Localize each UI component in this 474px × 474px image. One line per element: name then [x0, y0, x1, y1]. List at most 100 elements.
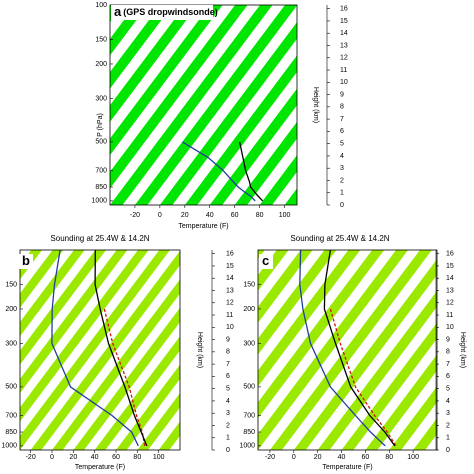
- y2-tick-label: 10: [226, 324, 234, 331]
- y-tick-label: 300: [95, 95, 107, 102]
- isotherm-stripe: [110, 5, 198, 122]
- y-tick-label: 150: [243, 281, 255, 288]
- y2-tick-label: 3: [446, 410, 450, 417]
- y2-tick-label: 10: [340, 79, 348, 86]
- y2-tick-label: 1: [446, 435, 450, 442]
- isotherm-stripe: [52, 279, 180, 450]
- y2-tick-label: 14: [340, 30, 348, 37]
- y2-tick-label: 0: [340, 202, 344, 209]
- isotherm-stripe: [110, 5, 248, 189]
- plot-area: [20, 250, 180, 450]
- y2-tick-label: 6: [340, 128, 344, 135]
- x-tick-label: 80: [256, 212, 264, 219]
- profile-line: [299, 250, 386, 447]
- y2-tick-label: 9: [340, 91, 344, 98]
- isotherm-stripe: [293, 259, 437, 450]
- isotherm-stripe: [259, 155, 297, 205]
- isotherm-stripe: [258, 250, 337, 355]
- y-tick-label: 200: [243, 306, 255, 313]
- y2-tick-label: 16: [226, 251, 234, 258]
- profile-line: [94, 250, 148, 447]
- y2-tick-label: 6: [226, 373, 230, 380]
- x-tick-label: 60: [231, 212, 239, 219]
- isotherm-stripe: [413, 418, 437, 450]
- panel-label: b: [22, 253, 30, 268]
- y2-tick-label: 1: [340, 190, 344, 197]
- isotherm-stripe: [317, 290, 437, 450]
- y2-tick-label: 4: [226, 398, 230, 405]
- panel-title: Sounding at 25.4W & 14.2N: [50, 234, 149, 243]
- y2-tick-label: 11: [340, 67, 347, 74]
- isotherm-stripe: [20, 250, 64, 308]
- y-tick-label: 850: [243, 429, 255, 436]
- y-tick-label: 850: [5, 429, 17, 436]
- y-tick-label: 850: [95, 184, 107, 191]
- x-axis-label: Temperature (F): [75, 464, 125, 471]
- y2-tick-label: 12: [446, 300, 454, 307]
- isotherm-stripe: [20, 250, 21, 251]
- y2-tick-label: 12: [226, 300, 234, 307]
- y2-tick-label: 6: [446, 373, 450, 380]
- y2-tick-label: 0: [226, 447, 230, 454]
- y-tick-label: 700: [95, 167, 107, 174]
- y-tick-label: 100: [95, 2, 107, 9]
- isotherm-stripe: [258, 250, 289, 291]
- panel-label: c: [262, 253, 269, 268]
- y-tick-label: 150: [95, 36, 107, 43]
- y2-tick-label: 14: [446, 275, 454, 282]
- x-axis-label: Temperature (F): [322, 464, 372, 471]
- profile-line: [51, 250, 139, 447]
- isotherm-stripe: [73, 307, 180, 450]
- y-tick-label: 300: [5, 340, 17, 347]
- x-tick-label: -20: [265, 454, 275, 461]
- x-tick-label: 100: [153, 454, 165, 461]
- y2-tick-label: 5: [340, 140, 344, 147]
- y-tick-label: 1000: [239, 443, 255, 450]
- isotherm-stripe: [258, 250, 313, 323]
- y2-tick-label: 13: [340, 42, 348, 49]
- isotherm-stripe: [0, 5, 98, 205]
- y2-tick-label: 8: [340, 104, 344, 111]
- isotherm-stripe: [269, 250, 432, 450]
- y2-axis-label: Height (km): [459, 332, 466, 368]
- panel-letter: b: [22, 253, 30, 268]
- plot-frame: [257, 249, 438, 451]
- panel-label-box: [259, 254, 273, 269]
- y-tick-label: 150: [5, 281, 17, 288]
- y-axis-label: P (hPa): [97, 113, 104, 137]
- profile-line: [181, 141, 256, 202]
- y-tick-label: 1000: [1, 443, 17, 450]
- y2-tick-label: 3: [226, 410, 230, 417]
- x-tick-label: 100: [407, 454, 419, 461]
- isotherm-stripe: [184, 55, 297, 205]
- profile-line: [238, 141, 264, 202]
- isotherm-stripe: [258, 250, 361, 387]
- x-tick-label: 80: [385, 454, 393, 461]
- y2-tick-label: 13: [226, 287, 234, 294]
- x-tick-label: -20: [130, 212, 140, 219]
- y2-tick-label: 11: [446, 312, 453, 319]
- y2-tick-label: 8: [446, 349, 450, 356]
- isotherm-stripe: [137, 393, 180, 450]
- isotherm-stripe: [134, 5, 297, 205]
- isotherm-stripe: [30, 250, 180, 450]
- isotherm-stripe: [158, 421, 180, 450]
- x-tick-label: -20: [26, 454, 36, 461]
- isotherm-stripe: [284, 188, 297, 205]
- x-tick-label: 100: [279, 212, 291, 219]
- y2-tick-label: 15: [446, 263, 454, 270]
- y2-tick-label: 9: [226, 336, 230, 343]
- y2-axis-label: Height (km): [312, 87, 319, 123]
- isotherm-stripe: [20, 250, 149, 422]
- y2-tick-label: 7: [446, 361, 450, 368]
- x-tick-label: 80: [133, 454, 141, 461]
- x-tick-label: 40: [91, 454, 99, 461]
- y2-tick-label: 7: [340, 116, 344, 123]
- y-tick-label: 500: [5, 384, 17, 391]
- plot-area: [0, 5, 297, 205]
- y-tick-label: 500: [243, 384, 255, 391]
- plot-area: [258, 250, 437, 450]
- y2-tick-label: 0: [446, 447, 450, 454]
- y2-axis-label: Height (km): [196, 332, 203, 368]
